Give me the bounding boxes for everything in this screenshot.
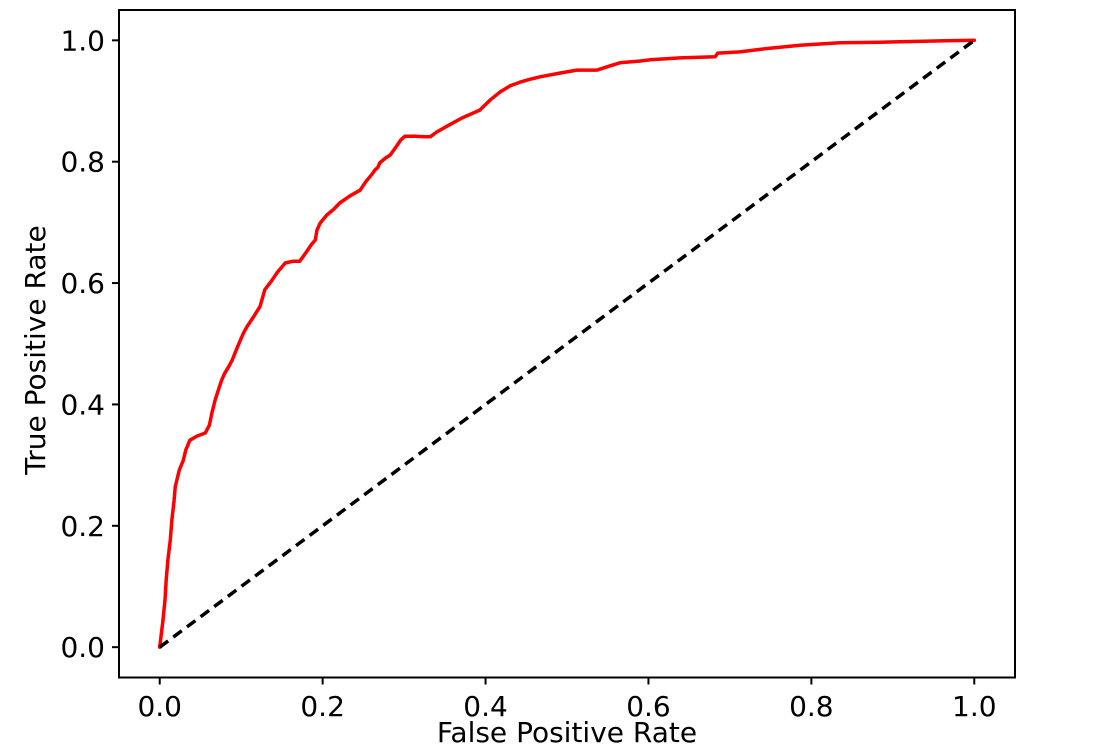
- x-tick-label: 0.2: [300, 690, 345, 723]
- y-tick-label: 0.2: [60, 510, 105, 543]
- x-tick-label: 0.8: [789, 690, 834, 723]
- plot-area: [119, 10, 1015, 678]
- y-tick-label: 1.0: [60, 24, 105, 57]
- x-ticks: 0.0 0.2 0.4 0.6 0.8 1.0: [137, 677, 997, 723]
- x-tick-label: 0.0: [137, 690, 182, 723]
- y-tick-label: 0.4: [60, 388, 105, 421]
- series-lines: [157, 38, 977, 649]
- y-tick-label: 0.8: [60, 146, 105, 179]
- y-tick-label: 0.0: [60, 631, 105, 664]
- y-ticks: 0.0 0.2 0.4 0.6 0.8 1.0: [60, 24, 119, 664]
- x-axis-label: False Positive Rate: [437, 716, 697, 749]
- y-axis-label: True Positive Rate: [19, 225, 52, 475]
- x-tick-label: 0.4: [463, 690, 508, 723]
- plot-frame: [118, 9, 1016, 679]
- x-tick-label: 1.0: [952, 690, 997, 723]
- x-tick-label: 0.6: [626, 690, 671, 723]
- roc-curve-line: [157, 38, 977, 649]
- y-tick-label: 0.6: [60, 267, 105, 300]
